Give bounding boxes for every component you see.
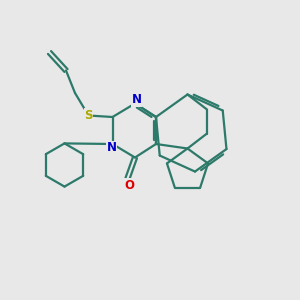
Text: N: N [107,141,117,154]
Text: S: S [84,109,93,122]
Text: O: O [124,178,134,192]
Text: N: N [131,93,142,106]
